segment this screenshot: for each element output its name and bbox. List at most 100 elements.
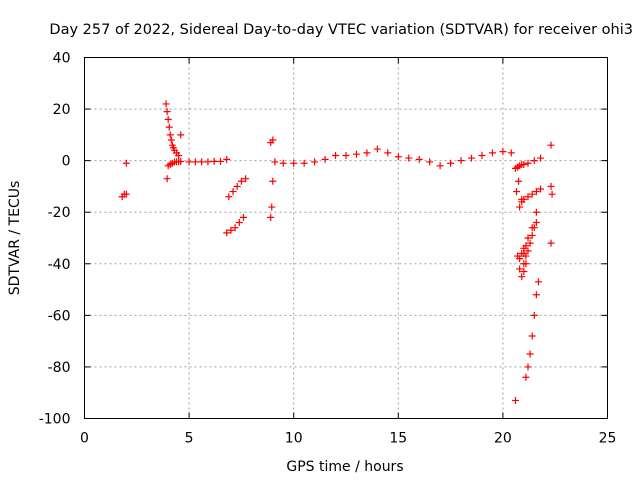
data-point	[185, 158, 193, 166]
data-point	[373, 145, 381, 153]
data-point	[537, 185, 545, 193]
x-tick-label: 10	[285, 431, 303, 447]
data-point	[457, 157, 465, 165]
data-point	[520, 268, 528, 276]
data-point	[177, 131, 185, 139]
data-point	[223, 155, 231, 163]
data-point	[522, 373, 530, 381]
data-point	[488, 149, 496, 157]
x-tick-label: 20	[494, 431, 512, 447]
data-point	[237, 177, 245, 185]
data-point	[239, 213, 247, 221]
data-point	[198, 158, 206, 166]
plot-frame	[84, 57, 608, 419]
data-point	[164, 115, 172, 123]
data-point	[394, 153, 402, 161]
data-point	[271, 158, 279, 166]
data-point	[321, 155, 329, 163]
data-point	[122, 159, 130, 167]
data-point	[524, 159, 532, 167]
data-point	[204, 158, 212, 166]
data-points	[118, 100, 556, 404]
data-point	[547, 141, 555, 149]
data-point	[267, 213, 275, 221]
data-point	[526, 350, 534, 358]
data-point	[235, 219, 243, 227]
data-point	[290, 159, 298, 167]
data-point	[530, 311, 538, 319]
data-point	[210, 157, 218, 165]
data-point	[269, 177, 277, 185]
data-point	[530, 224, 538, 232]
data-point	[426, 158, 434, 166]
data-point	[311, 158, 319, 166]
data-point	[534, 278, 542, 286]
data-point	[225, 193, 233, 201]
y-tick-label: -100	[39, 412, 71, 428]
y-axis-label: SDTVAR / TECUs	[7, 181, 23, 296]
data-point	[162, 100, 170, 108]
data-point	[447, 159, 455, 167]
data-point	[242, 175, 250, 183]
x-tick-label: 0	[80, 431, 89, 447]
y-tick-label: 0	[62, 154, 71, 170]
data-point	[524, 234, 532, 242]
data-point	[352, 150, 360, 158]
data-point	[515, 177, 523, 185]
data-point	[342, 151, 350, 159]
data-point	[524, 247, 532, 255]
data-point	[468, 154, 476, 162]
data-point	[216, 157, 224, 165]
data-point	[163, 175, 171, 183]
data-point	[233, 182, 241, 190]
data-point	[520, 260, 528, 268]
data-point	[499, 148, 507, 156]
data-point	[547, 239, 555, 247]
grid-lines	[84, 57, 608, 419]
data-point	[518, 249, 526, 257]
chart-title: Day 257 of 2022, Sidereal Day-to-day VTE…	[49, 22, 633, 38]
data-point	[300, 159, 308, 167]
data-point	[227, 226, 235, 234]
data-point	[512, 188, 520, 196]
data-point	[520, 244, 528, 252]
data-point	[177, 157, 185, 165]
data-point	[279, 159, 287, 167]
data-point	[191, 158, 199, 166]
data-point	[532, 208, 540, 216]
x-tick-label: 5	[185, 431, 194, 447]
data-point	[526, 239, 534, 247]
data-point	[518, 273, 526, 281]
data-point	[522, 252, 530, 260]
y-tick-label: 40	[53, 51, 71, 67]
data-point	[363, 149, 371, 157]
data-point	[524, 363, 532, 371]
data-point	[229, 188, 237, 196]
data-point	[167, 136, 175, 144]
x-axis-label: GPS time / hours	[286, 459, 403, 475]
data-point	[511, 396, 519, 404]
axis-ticks: 0 5 10 15 20 25 -100 -80 -60 -40 -20 0 20 40	[39, 51, 617, 447]
data-point	[516, 255, 524, 263]
data-point	[532, 219, 540, 227]
x-tick-label: 15	[389, 431, 407, 447]
data-point	[524, 193, 532, 201]
data-point	[547, 182, 555, 190]
y-tick-label: 20	[53, 102, 71, 118]
data-point	[528, 190, 536, 198]
data-point	[175, 151, 183, 159]
data-point	[532, 291, 540, 299]
data-point	[537, 154, 545, 162]
data-point	[520, 161, 528, 169]
data-point	[166, 131, 174, 139]
data-point	[122, 190, 130, 198]
data-point	[223, 229, 231, 237]
data-point	[405, 154, 413, 162]
data-point	[478, 151, 486, 159]
x-tick-label: 25	[599, 431, 617, 447]
y-tick-label: -60	[48, 308, 71, 324]
data-point	[269, 136, 277, 144]
y-tick-label: -40	[48, 257, 71, 273]
y-tick-label: -80	[48, 360, 71, 376]
